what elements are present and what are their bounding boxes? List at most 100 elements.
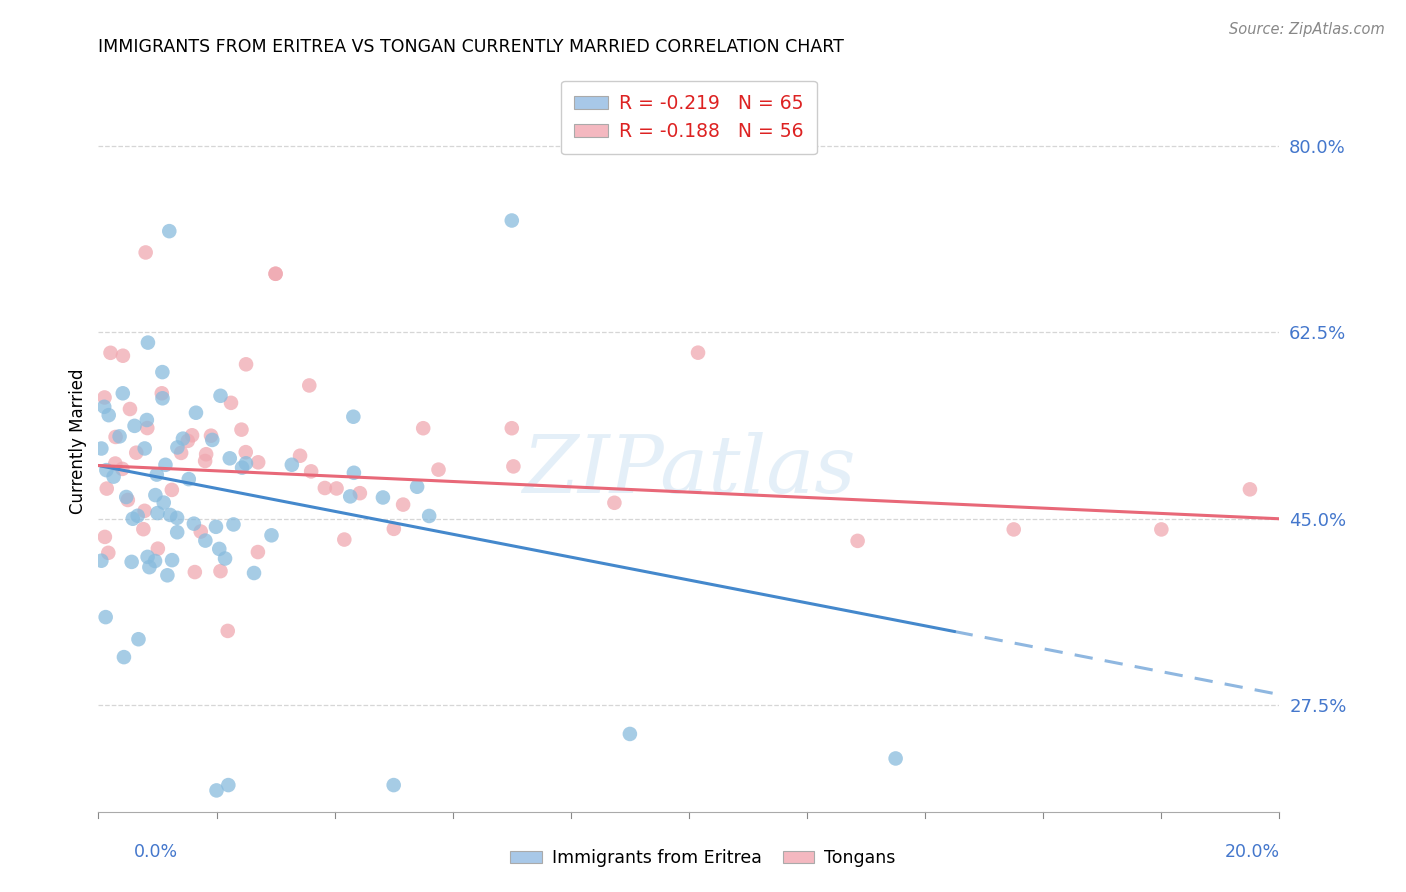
Point bbox=[177, 472, 200, 486]
Point bbox=[208, 541, 231, 556]
Point bbox=[181, 428, 204, 442]
Point bbox=[136, 335, 159, 350]
Point bbox=[138, 560, 160, 574]
Point bbox=[93, 391, 115, 405]
Point bbox=[219, 396, 242, 410]
Point bbox=[412, 421, 434, 435]
Point bbox=[264, 267, 287, 281]
Point bbox=[1239, 483, 1261, 497]
Point bbox=[115, 490, 138, 504]
Point bbox=[382, 522, 405, 536]
Point bbox=[166, 511, 188, 525]
Point bbox=[134, 504, 156, 518]
Point bbox=[201, 433, 224, 447]
Point bbox=[184, 406, 207, 420]
Point bbox=[246, 545, 269, 559]
Point bbox=[121, 512, 143, 526]
Point bbox=[195, 447, 218, 461]
Point bbox=[108, 429, 131, 443]
Legend: Immigrants from Eritrea, Tongans: Immigrants from Eritrea, Tongans bbox=[503, 843, 903, 874]
Point bbox=[118, 402, 141, 417]
Point bbox=[184, 565, 207, 579]
Point bbox=[170, 446, 193, 460]
Point bbox=[501, 213, 523, 227]
Point bbox=[314, 481, 336, 495]
Point bbox=[90, 554, 112, 568]
Point bbox=[132, 522, 155, 536]
Text: IMMIGRANTS FROM ERITREA VS TONGAN CURRENTLY MARRIED CORRELATION CHART: IMMIGRANTS FROM ERITREA VS TONGAN CURREN… bbox=[98, 38, 844, 56]
Point bbox=[343, 466, 366, 480]
Point bbox=[406, 480, 429, 494]
Point bbox=[1002, 523, 1025, 537]
Point bbox=[111, 349, 134, 363]
Point bbox=[150, 365, 173, 379]
Point bbox=[194, 454, 217, 468]
Point bbox=[846, 533, 869, 548]
Point bbox=[243, 566, 266, 580]
Point bbox=[159, 508, 181, 522]
Point bbox=[104, 457, 127, 471]
Point bbox=[145, 488, 167, 502]
Text: 20.0%: 20.0% bbox=[1225, 843, 1279, 861]
Point bbox=[235, 456, 257, 470]
Point bbox=[603, 496, 626, 510]
Point bbox=[166, 441, 188, 455]
Point bbox=[127, 508, 149, 523]
Point bbox=[217, 778, 239, 792]
Point bbox=[157, 224, 180, 238]
Point bbox=[96, 482, 118, 496]
Point bbox=[1150, 523, 1173, 537]
Point bbox=[94, 610, 117, 624]
Point bbox=[235, 357, 257, 371]
Point bbox=[218, 451, 240, 466]
Point bbox=[686, 345, 709, 359]
Text: 0.0%: 0.0% bbox=[134, 843, 177, 861]
Point bbox=[127, 632, 149, 647]
Point bbox=[104, 430, 127, 444]
Point bbox=[427, 462, 450, 476]
Point bbox=[231, 460, 253, 475]
Text: ZIPatlas: ZIPatlas bbox=[522, 433, 856, 510]
Point bbox=[146, 541, 169, 556]
Point bbox=[392, 498, 415, 512]
Point bbox=[200, 428, 222, 442]
Point bbox=[135, 413, 157, 427]
Point bbox=[111, 462, 134, 476]
Point bbox=[145, 467, 167, 482]
Point bbox=[325, 482, 347, 496]
Point bbox=[214, 551, 236, 566]
Point bbox=[298, 378, 321, 392]
Point bbox=[260, 528, 283, 542]
Point bbox=[134, 442, 156, 456]
Point bbox=[264, 267, 287, 281]
Point bbox=[349, 486, 371, 500]
Point bbox=[333, 533, 356, 547]
Point bbox=[90, 442, 112, 456]
Point bbox=[288, 449, 311, 463]
Point bbox=[502, 459, 524, 474]
Point bbox=[136, 549, 159, 564]
Point bbox=[194, 533, 217, 548]
Point bbox=[136, 421, 159, 435]
Point bbox=[160, 553, 183, 567]
Point bbox=[166, 525, 188, 540]
Point bbox=[418, 508, 440, 523]
Point bbox=[117, 493, 139, 508]
Point bbox=[371, 491, 394, 505]
Point bbox=[205, 520, 228, 534]
Point bbox=[152, 495, 174, 509]
Point bbox=[135, 245, 157, 260]
Y-axis label: Currently Married: Currently Married bbox=[69, 368, 87, 515]
Point bbox=[190, 524, 212, 539]
Point bbox=[342, 409, 364, 424]
Point bbox=[143, 554, 166, 568]
Point bbox=[93, 400, 115, 414]
Point bbox=[501, 421, 523, 435]
Point bbox=[209, 564, 232, 578]
Point bbox=[217, 624, 239, 638]
Point bbox=[112, 650, 135, 665]
Point bbox=[94, 530, 117, 544]
Legend: R = -0.219   N = 65, R = -0.188   N = 56: R = -0.219 N = 65, R = -0.188 N = 56 bbox=[561, 81, 817, 154]
Text: Source: ZipAtlas.com: Source: ZipAtlas.com bbox=[1229, 22, 1385, 37]
Point bbox=[100, 346, 122, 360]
